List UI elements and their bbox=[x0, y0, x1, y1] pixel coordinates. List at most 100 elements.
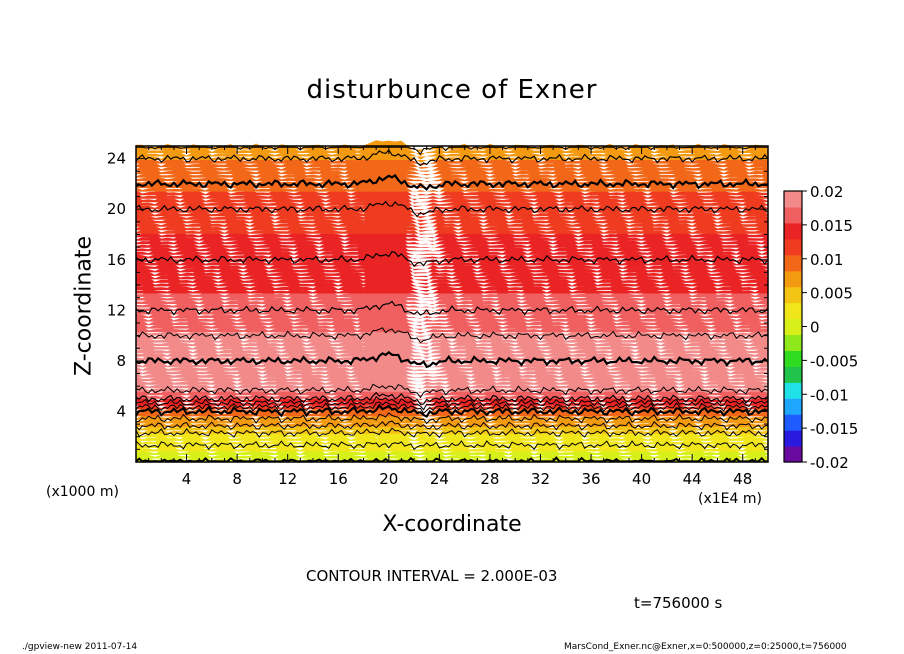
field-band bbox=[136, 282, 768, 295]
x-tick-label: 8 bbox=[232, 470, 242, 488]
field-band bbox=[136, 169, 768, 183]
field-band bbox=[136, 437, 768, 445]
field-band bbox=[136, 268, 768, 282]
field-band bbox=[136, 232, 768, 246]
colorbar-swatch bbox=[784, 286, 802, 304]
field-band bbox=[136, 353, 768, 365]
footer-left: ./gpview-new 2011-07-14 bbox=[22, 642, 138, 652]
field-band bbox=[136, 153, 768, 166]
field-band bbox=[136, 278, 768, 292]
field-band bbox=[136, 255, 768, 267]
y-tick-label: 16 bbox=[107, 251, 126, 269]
field-band bbox=[136, 225, 768, 239]
y-tick-label: 8 bbox=[116, 352, 126, 370]
field-band bbox=[136, 420, 768, 427]
field-band bbox=[136, 191, 768, 204]
contour-line bbox=[135, 149, 769, 167]
field-band bbox=[136, 183, 768, 197]
chart-title: disturbunce of Exner bbox=[306, 75, 598, 105]
field-band bbox=[136, 166, 768, 179]
colorbar-tick-label: 0.02 bbox=[810, 183, 843, 201]
field-band bbox=[136, 244, 768, 255]
contour-line bbox=[135, 200, 769, 218]
contour-line bbox=[135, 395, 769, 411]
contour-interval: CONTOUR INTERVAL = 2.000E-03 bbox=[306, 567, 558, 585]
contour-line bbox=[135, 300, 769, 316]
x-tick-label: 40 bbox=[632, 470, 651, 488]
colorbar-tick-label: 0.01 bbox=[810, 251, 843, 269]
field-band bbox=[136, 335, 768, 349]
colorbar-swatch bbox=[784, 318, 802, 335]
contour-line bbox=[135, 420, 769, 431]
colorbar-swatch bbox=[784, 446, 802, 463]
colorbar-tick-label: -0.01 bbox=[810, 386, 849, 404]
contour-line bbox=[135, 440, 769, 451]
contour-line bbox=[135, 327, 769, 344]
colorbar-swatch bbox=[784, 238, 802, 256]
field-band bbox=[136, 329, 768, 341]
x-tick-label: 36 bbox=[581, 470, 600, 488]
field-band bbox=[136, 289, 768, 302]
contour-line bbox=[135, 403, 769, 418]
y-tick-label: 24 bbox=[107, 150, 126, 168]
x-unit-note: (x1000 m) bbox=[46, 484, 119, 500]
colorbar-swatch bbox=[784, 350, 802, 367]
colorbar-tick-label: 0 bbox=[810, 319, 820, 337]
x-tick-label: 20 bbox=[379, 470, 398, 488]
colorbar-tick-label: -0.015 bbox=[810, 420, 858, 438]
field-band bbox=[136, 274, 768, 289]
colorbar-swatch bbox=[784, 206, 802, 224]
field-band bbox=[136, 408, 768, 417]
field-band bbox=[136, 401, 768, 410]
contour-line bbox=[135, 174, 769, 191]
field-band bbox=[136, 271, 768, 285]
field-band bbox=[136, 386, 768, 397]
field-band bbox=[136, 397, 768, 407]
field-band bbox=[136, 445, 768, 452]
field-band bbox=[136, 319, 768, 331]
colorbar-swatch bbox=[784, 414, 802, 431]
colorbar: 0.02 0.015 0.01 0.005 0 -0.005 -0.01 -0.015 -0.0… bbox=[783, 183, 858, 472]
field-band bbox=[136, 322, 768, 334]
field-band bbox=[136, 360, 768, 371]
colorbar-swatch bbox=[784, 382, 802, 399]
contour-line bbox=[135, 391, 769, 405]
field-band bbox=[136, 162, 768, 176]
x-tick-label: 16 bbox=[329, 470, 348, 488]
field-band bbox=[136, 222, 768, 235]
x-tick-label: 24 bbox=[430, 470, 449, 488]
field-band bbox=[136, 216, 768, 229]
contour-line bbox=[135, 251, 769, 267]
field-band bbox=[136, 393, 768, 404]
x-tick-label: 48 bbox=[733, 470, 752, 488]
y-axis-label: Z-coordinate bbox=[71, 236, 97, 376]
field-band bbox=[136, 240, 768, 252]
contour-line bbox=[135, 401, 769, 414]
field-band bbox=[136, 156, 768, 169]
colorbar-swatch bbox=[784, 334, 802, 351]
x-tick-label: 12 bbox=[278, 470, 297, 488]
field-band bbox=[136, 248, 768, 259]
field-band bbox=[136, 206, 768, 219]
contour-line bbox=[135, 383, 769, 399]
field-band bbox=[136, 209, 768, 222]
colorbar-swatch bbox=[784, 430, 802, 447]
field-band bbox=[136, 195, 768, 207]
time-label: t=756000 s bbox=[634, 594, 723, 612]
colorbar-swatch bbox=[784, 302, 802, 320]
x-tick-label: 4 bbox=[182, 470, 192, 488]
field-band bbox=[136, 187, 768, 201]
colorbar-tick-label: -0.005 bbox=[810, 352, 858, 370]
contour-line bbox=[135, 427, 769, 439]
field-band bbox=[136, 219, 768, 232]
field-band bbox=[136, 332, 768, 345]
field-band bbox=[136, 159, 768, 172]
field-band bbox=[136, 338, 768, 353]
field-band bbox=[136, 416, 768, 424]
field-band bbox=[136, 259, 768, 271]
field-band bbox=[136, 315, 768, 327]
colorbar-swatch bbox=[784, 398, 802, 415]
field-band bbox=[136, 262, 768, 274]
